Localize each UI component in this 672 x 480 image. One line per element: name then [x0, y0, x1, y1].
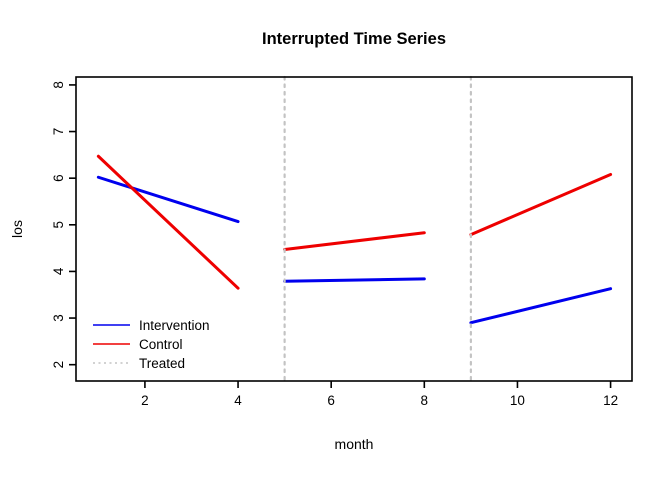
series-line-control	[283, 231, 426, 252]
legend: Intervention Control Treated	[93, 318, 210, 371]
axis-ticks: 2 4 6 8 10 12 2 3 4 5 6 7 8	[51, 81, 618, 408]
x-tick-label: 8	[421, 393, 429, 408]
x-tick-label: 4	[234, 393, 242, 408]
y-tick-label: 5	[51, 221, 66, 229]
legend-label-treated: Treated	[139, 356, 185, 371]
y-tick-label: 2	[51, 361, 66, 369]
y-tick-label: 6	[51, 174, 66, 182]
plot-box	[75, 76, 633, 382]
x-tick-label: 12	[603, 393, 618, 408]
x-tick-label: 10	[510, 393, 525, 408]
x-axis-label: month	[335, 436, 374, 452]
y-axis-label: los	[9, 220, 25, 238]
y-tick-label: 4	[51, 267, 66, 275]
plot-title: Interrupted Time Series	[262, 30, 446, 48]
y-tick-label: 8	[51, 81, 66, 89]
y-tick-label: 7	[51, 128, 66, 136]
series-line-control	[96, 154, 240, 290]
series-line-intervention	[96, 175, 240, 224]
x-tick-label: 6	[327, 393, 335, 408]
series-line-intervention	[283, 277, 426, 283]
x-tick-label: 2	[141, 393, 149, 408]
series-line-intervention	[469, 287, 613, 325]
legend-label-intervention: Intervention	[139, 318, 210, 333]
series-lines	[96, 75, 613, 383]
y-tick-label: 3	[51, 314, 66, 322]
legend-label-control: Control	[139, 337, 183, 352]
series-line-control	[469, 172, 613, 237]
